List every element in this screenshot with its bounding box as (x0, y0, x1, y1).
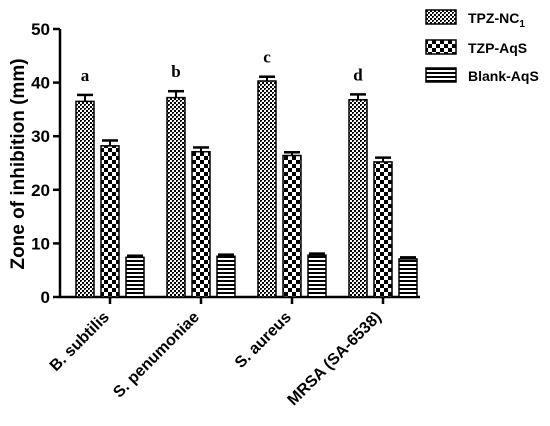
legend-swatch (425, 67, 457, 83)
y-tick-label: 40 (31, 74, 50, 93)
legend-label: TZP-AqS (468, 40, 527, 56)
bar (125, 256, 145, 298)
bar (166, 96, 186, 298)
bar (282, 154, 302, 298)
x-tick-label: S. penumoniae (110, 309, 203, 402)
y-axis: 0 10 20 30 40 50 (31, 20, 62, 307)
bars: a b c d (75, 48, 418, 298)
significance-letter: a (81, 66, 90, 85)
y-tick-label: 0 (41, 288, 50, 307)
legend-label: TPZ-NC1 (468, 10, 525, 30)
significance-letter: b (171, 62, 180, 81)
bar (348, 99, 368, 298)
bar (191, 150, 211, 298)
bar (373, 161, 393, 298)
legend-swatch (425, 39, 457, 55)
y-tick-label: 20 (31, 181, 50, 200)
bar (75, 100, 95, 298)
y-axis-label: Zone of inhibition (mm) (8, 58, 29, 269)
y-tick-label: 10 (31, 234, 50, 253)
significance-letter: c (263, 48, 271, 67)
legend: TPZ-NC1 TZP-AqS Blank-AqS (425, 9, 539, 84)
bar (398, 258, 418, 298)
y-tick-label: 30 (31, 127, 50, 146)
y-tick-label: 50 (31, 20, 50, 39)
legend-label: Blank-AqS (468, 68, 539, 84)
bar (100, 145, 120, 298)
x-tick-label: B. subtilis (47, 309, 113, 375)
bar (257, 80, 277, 298)
x-tick-label: S. aureus (232, 309, 295, 372)
x-tick-label: MRSA (SA-6538) (285, 309, 385, 409)
bar (307, 254, 327, 298)
significance-letter: d (353, 65, 363, 84)
legend-swatch (425, 9, 457, 25)
bar (216, 255, 236, 298)
